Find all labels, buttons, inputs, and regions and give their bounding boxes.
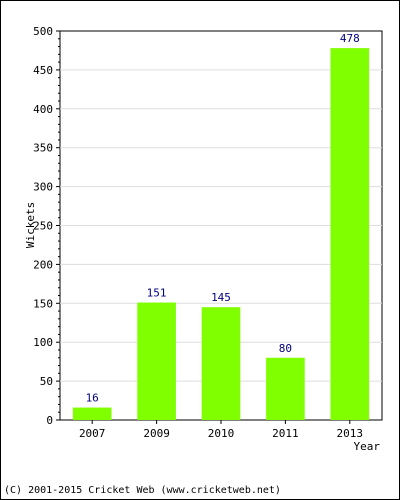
copyright-footer: (C) 2001-2015 Cricket Web (www.cricketwe… — [4, 485, 281, 496]
bar — [201, 307, 241, 420]
bar — [137, 302, 176, 420]
y-tick-label: 500 — [33, 25, 53, 38]
bar — [266, 357, 305, 420]
minor-ticks — [58, 38, 60, 413]
y-tick-label: 300 — [33, 181, 53, 194]
y-tick-label: 350 — [33, 142, 53, 155]
x-tick-label: 2010 — [208, 427, 235, 440]
x-tick-label: 2007 — [79, 427, 106, 440]
x-tick-label: 2009 — [143, 427, 170, 440]
data-label: 151 — [147, 287, 167, 300]
x-tick-label: 2013 — [337, 427, 364, 440]
y-axis: 0 50 100 150 200 250 300 350 400 450 500 — [33, 25, 60, 427]
x-axis-title: Year — [354, 440, 381, 453]
y-tick-label: 200 — [33, 258, 53, 271]
x-tick-label: 2011 — [272, 427, 299, 440]
data-label: 16 — [86, 392, 99, 405]
y-tick-label: 450 — [33, 64, 53, 77]
bar — [330, 48, 370, 421]
bars: 16 151 145 80 478 — [72, 32, 370, 421]
y-axis-title: Wickets — [24, 202, 37, 248]
data-label: 478 — [340, 32, 360, 45]
data-label: 145 — [211, 291, 231, 304]
y-tick-label: 150 — [33, 297, 53, 310]
y-tick-label: 100 — [33, 336, 53, 349]
x-axis: 2007 2009 2010 2011 2013 — [79, 420, 363, 440]
y-tick-label: 50 — [40, 375, 53, 388]
y-tick-label: 400 — [33, 103, 53, 116]
y-tick-label: 250 — [33, 220, 53, 233]
bar — [72, 407, 112, 420]
data-label: 80 — [279, 342, 292, 355]
y-tick-label: 0 — [46, 414, 53, 427]
